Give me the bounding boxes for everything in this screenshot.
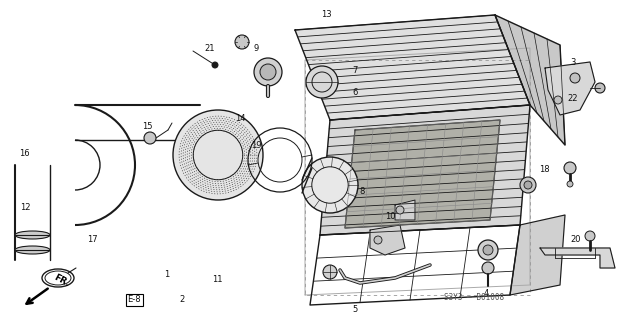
Polygon shape [295,15,530,120]
Text: 6: 6 [353,88,358,97]
Text: 17: 17 [88,235,98,244]
Text: S3Y3 – B01008: S3Y3 – B01008 [444,293,504,302]
Circle shape [260,64,276,80]
Circle shape [396,206,404,214]
Circle shape [564,162,576,174]
Polygon shape [320,105,530,235]
Circle shape [585,231,595,241]
Polygon shape [540,248,615,268]
Text: 19: 19 [251,141,261,150]
Polygon shape [545,62,595,115]
Circle shape [524,181,532,189]
Circle shape [478,240,498,260]
Circle shape [567,181,573,187]
Circle shape [212,62,218,68]
Text: 15: 15 [142,122,152,130]
Circle shape [520,177,536,193]
Polygon shape [395,200,415,220]
Circle shape [144,132,156,144]
Circle shape [323,265,337,279]
Circle shape [254,58,282,86]
Circle shape [306,66,338,98]
Text: 11: 11 [212,275,223,284]
Circle shape [173,110,263,200]
Text: 8: 8 [359,187,364,196]
Ellipse shape [15,246,50,254]
Circle shape [595,83,605,93]
Text: 9: 9 [253,44,259,53]
Text: E-8: E-8 [127,295,141,304]
Text: FR.: FR. [52,273,71,289]
Text: 22: 22 [568,94,578,103]
Circle shape [482,262,494,274]
Circle shape [235,35,249,49]
Text: 13: 13 [321,10,332,19]
Text: 3: 3 [570,58,575,67]
Circle shape [554,96,562,104]
Text: 16: 16 [19,149,29,158]
Text: 4: 4 [484,289,489,298]
Polygon shape [345,120,500,228]
Circle shape [374,236,382,244]
Bar [305,60,530,295]
Circle shape [302,157,358,213]
Polygon shape [510,215,565,295]
Text: 5: 5 [353,305,358,314]
Polygon shape [495,15,565,145]
Text: 18: 18 [539,165,549,174]
Text: 10: 10 [385,212,396,221]
Text: 2: 2 [180,295,185,304]
Circle shape [483,245,493,255]
Polygon shape [370,225,405,255]
Text: 12: 12 [20,203,31,212]
Ellipse shape [15,231,50,239]
Text: 21: 21 [205,44,215,53]
Text: 14: 14 [235,114,245,122]
Text: 20: 20 [571,235,581,244]
Circle shape [570,73,580,83]
Text: 1: 1 [164,270,169,279]
Text: 7: 7 [353,66,358,75]
